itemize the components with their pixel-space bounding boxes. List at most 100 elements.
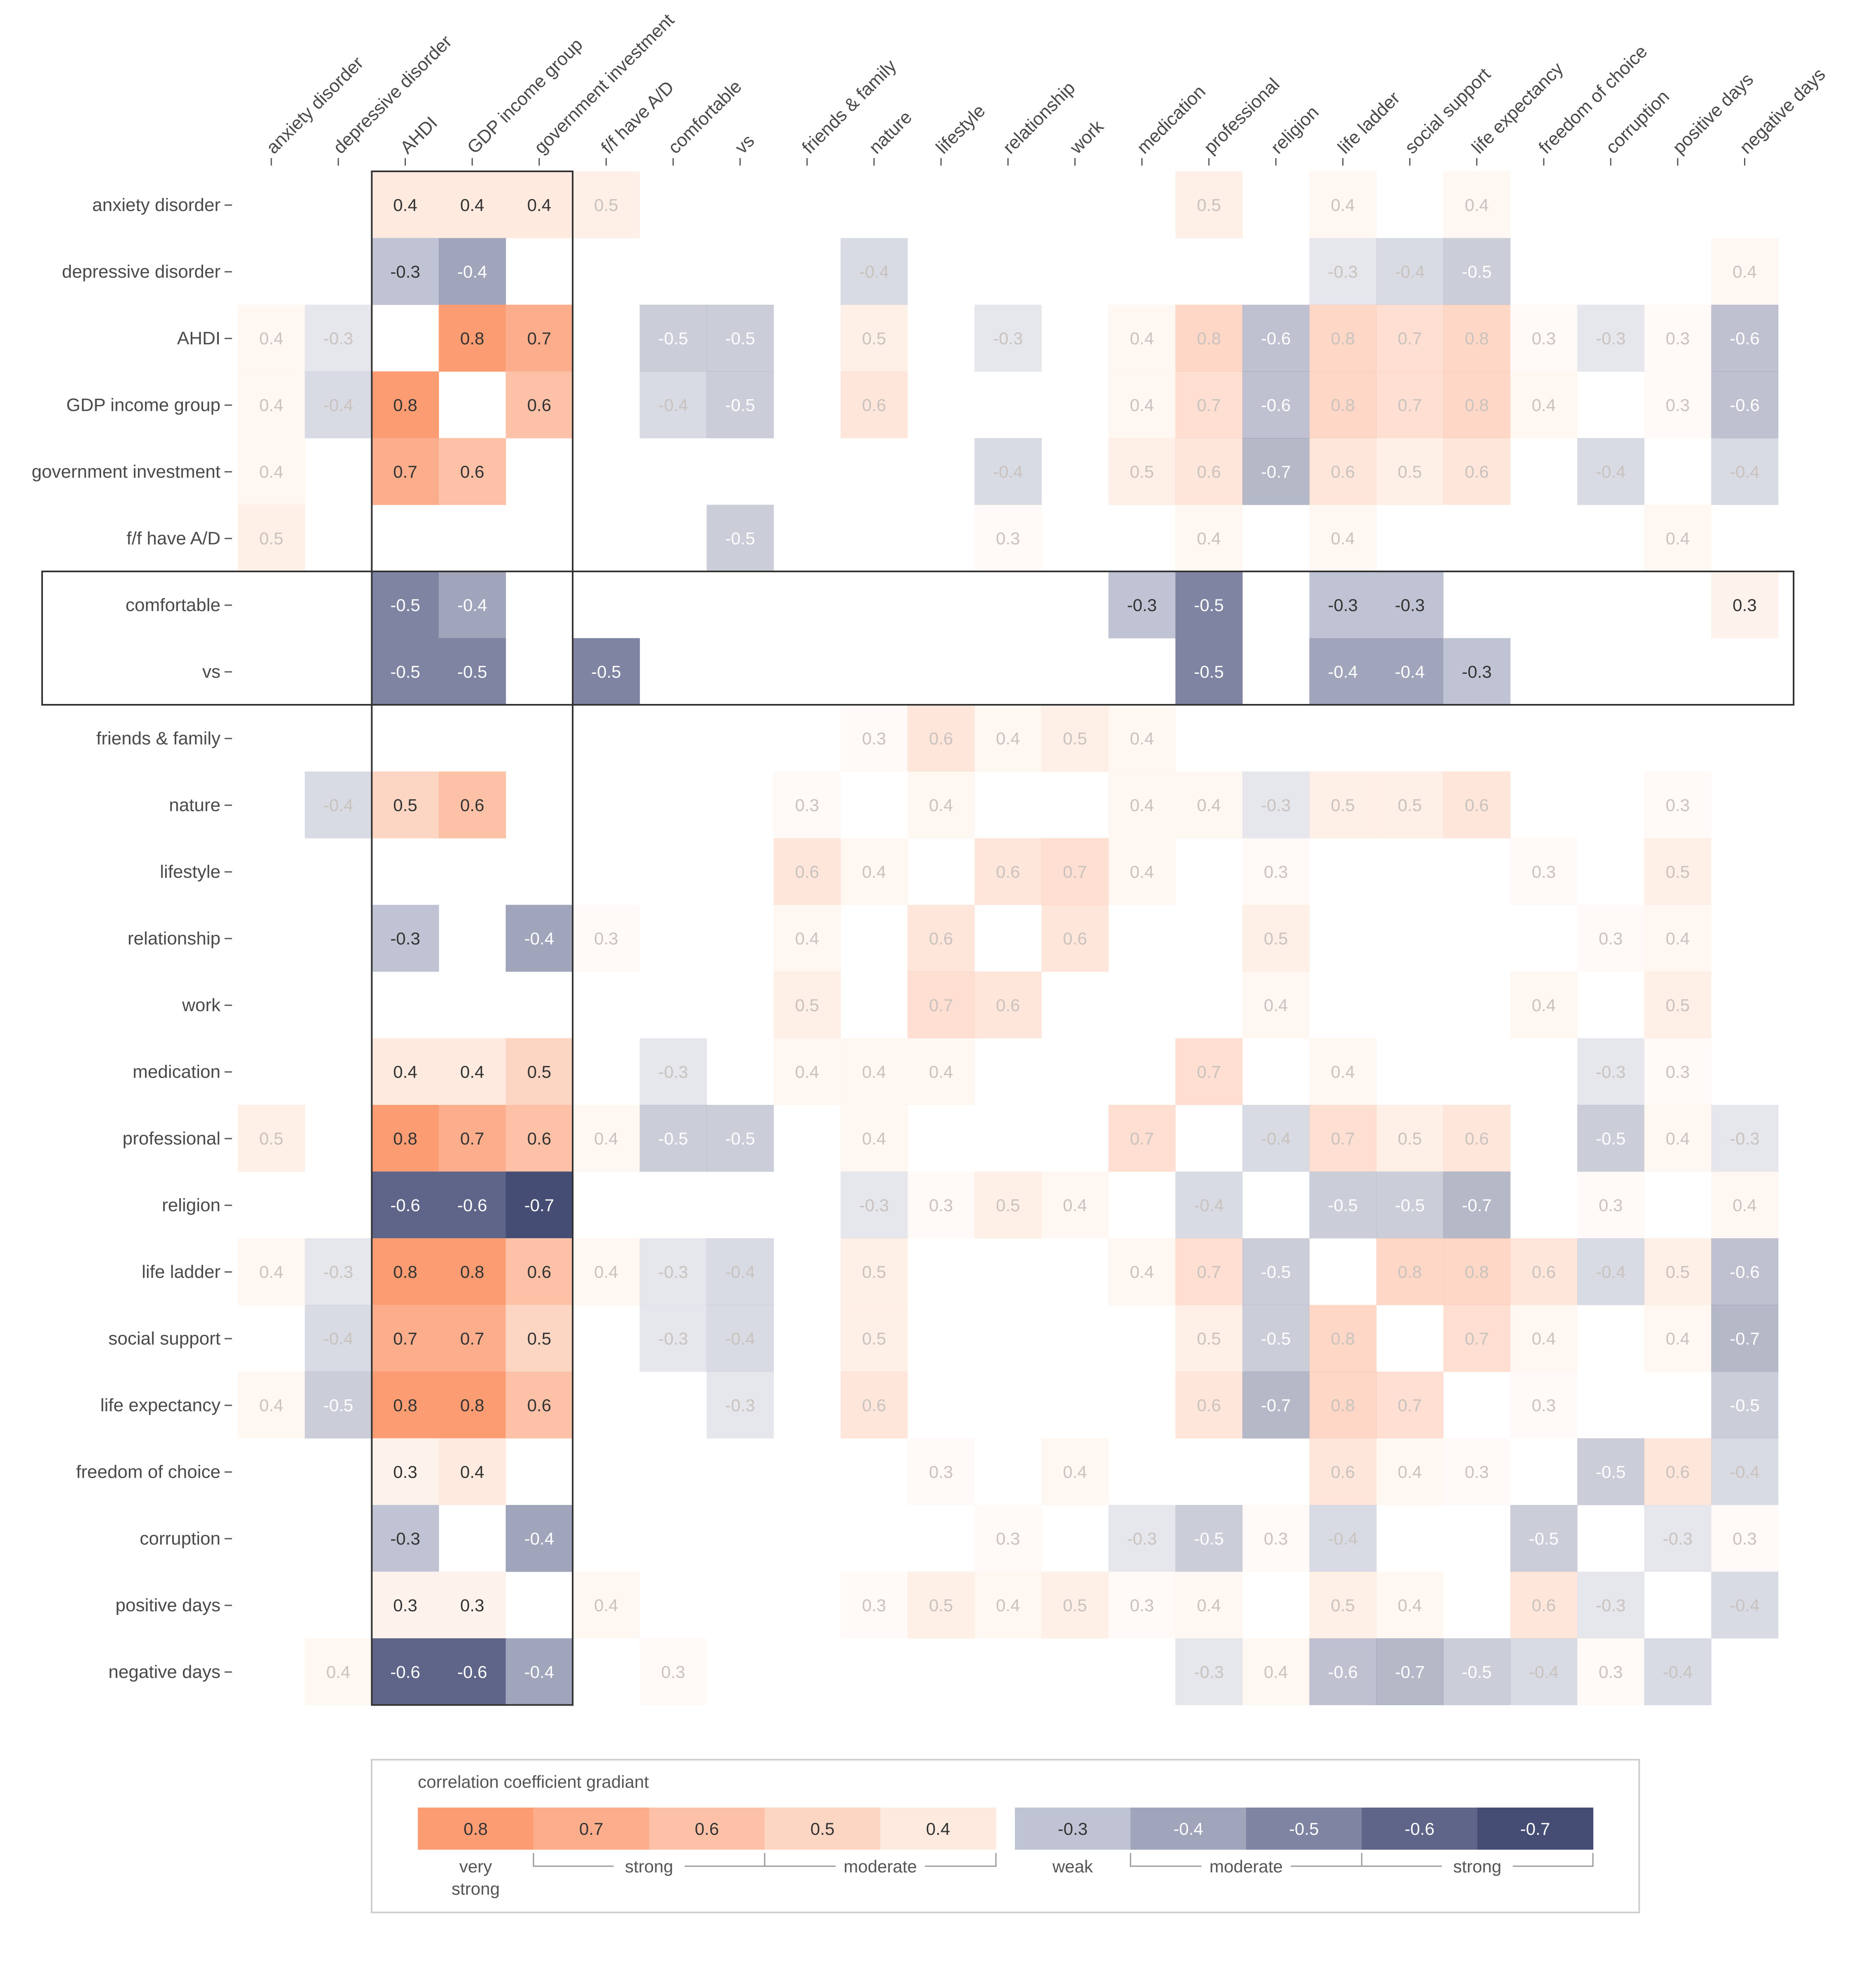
heatmap-cell [1443, 1171, 1511, 1239]
cell-value-label: 0.8 [1331, 395, 1355, 415]
heatmap-cell [840, 305, 908, 372]
heatmap-cell [1242, 1105, 1310, 1172]
heatmap-cell [1242, 1238, 1310, 1306]
heatmap-cell [1309, 1038, 1377, 1105]
cell-value-label: 0.4 [1666, 1329, 1690, 1348]
cell-value-label: -0.5 [390, 595, 420, 615]
heatmap-cell [1376, 1571, 1444, 1639]
heatmap-cell [1443, 1105, 1511, 1172]
cell-value-label: 0.6 [929, 929, 953, 948]
heatmap-cell [706, 1372, 774, 1439]
heatmap-cell [1175, 771, 1243, 839]
cell-value-label: 0.5 [862, 1329, 886, 1348]
cell-value-label: 0.5 [1398, 462, 1422, 481]
heatmap-cell [1108, 371, 1176, 438]
heatmap-cell [1242, 1638, 1310, 1706]
cell-value-label: -0.4 [1194, 1195, 1224, 1215]
cell-value-label: 0.6 [862, 395, 886, 415]
cell-value-label: 0.5 [929, 1595, 953, 1615]
cell-value-label: 0.4 [259, 1396, 283, 1415]
row-label-ahdi: AHDI [177, 328, 220, 348]
cell-value-label: -0.4 [1730, 1462, 1759, 1481]
cell-value-label: 0.6 [1465, 795, 1489, 815]
cell-value-label: 0.6 [795, 862, 819, 881]
legend-group-label: moderate [844, 1857, 917, 1876]
heatmap-cell [305, 1372, 372, 1439]
cell-value-label: 0.4 [259, 1262, 283, 1282]
heatmap-cell [1711, 571, 1779, 639]
heatmap-cell [1577, 1171, 1645, 1239]
cell-value-label: 0.6 [527, 395, 551, 415]
cell-value-label: 0.3 [1599, 929, 1623, 948]
cell-value-label: 0.4 [527, 195, 551, 215]
cell-value-label: 0.6 [1331, 462, 1355, 481]
cell-value-label: 0.4 [1532, 395, 1556, 415]
cell-value-label: 0.5 [1063, 1595, 1087, 1615]
cell-value-label: 0.5 [795, 995, 819, 1015]
cell-value-label: 0.3 [996, 528, 1020, 548]
heatmap-cell [1577, 305, 1645, 372]
cell-value-label: -0.3 [1127, 595, 1157, 615]
heatmap-cell [1577, 1105, 1645, 1172]
heatmap-cell [438, 571, 506, 639]
heatmap-cell [840, 838, 908, 905]
heatmap-cell [1376, 1238, 1444, 1306]
cell-value-label: 0.8 [1197, 329, 1221, 348]
cell-value-label: 0.5 [1264, 929, 1288, 948]
heatmap-cell [1510, 1372, 1578, 1439]
legend-group-label: moderate [1209, 1857, 1282, 1876]
cell-value-label: 0.7 [929, 995, 953, 1015]
cell-value-label: -0.4 [524, 1662, 554, 1682]
column-highlight-frame [371, 171, 574, 1706]
heatmap-cell [372, 1571, 439, 1639]
cell-value-label: 0.8 [393, 1262, 417, 1282]
legend-bracket [685, 1853, 765, 1867]
heatmap-cell [840, 238, 908, 305]
heatmap-cell [372, 1171, 439, 1239]
cell-value-label: -0.5 [725, 395, 755, 415]
heatmap-cell [1711, 438, 1779, 505]
heatmap-cell [438, 238, 506, 305]
heatmap-cell [1175, 1571, 1243, 1639]
cell-value-label: 0.7 [1197, 1262, 1221, 1282]
cell-value-label: -0.4 [1596, 1262, 1626, 1282]
heatmap-cell [438, 1571, 506, 1639]
cell-value-label: -0.4 [1261, 1129, 1291, 1148]
row-label-religion: religion [162, 1195, 220, 1215]
heatmap-cell [1711, 1505, 1779, 1572]
heatmap-cell [840, 1238, 908, 1306]
cell-value-label: 0.3 [1264, 1529, 1288, 1548]
column-label-vs: vs [731, 130, 758, 158]
cell-value-label: 0.4 [326, 1662, 350, 1682]
row-label-nature: nature [169, 795, 220, 815]
cell-value-label: -0.4 [1395, 662, 1424, 681]
row-label-relationship: relationship [128, 928, 220, 948]
heatmap-cell [573, 905, 640, 972]
heatmap-cell [438, 1105, 506, 1172]
cell-value-label: -0.3 [1328, 262, 1358, 281]
heatmap-cell [238, 438, 305, 505]
cell-value-label: -0.5 [390, 662, 420, 681]
heatmap-cell [1443, 1638, 1511, 1706]
cell-value-label: -0.3 [1596, 1062, 1626, 1081]
heatmap-cell [573, 1238, 640, 1306]
heatmap-cell [1175, 505, 1243, 572]
cell-value-label: -0.4 [725, 1262, 755, 1282]
heatmap-cell [1443, 1438, 1511, 1505]
cell-value-label: 0.4 [1130, 1262, 1154, 1282]
heatmap-cell [1309, 238, 1377, 305]
column-label-depressive-disorder: depressive disorder [329, 31, 456, 158]
heatmap-cell [706, 1238, 774, 1306]
cell-value-label: 0.4 [1130, 862, 1154, 881]
cell-value-label: -0.5 [1730, 1396, 1759, 1415]
heatmap-cell [438, 638, 506, 705]
cell-value-label: -0.5 [1596, 1129, 1626, 1148]
heatmap-cell [505, 1372, 573, 1439]
heatmap-cell [840, 1105, 908, 1172]
cell-value-label: 0.3 [1264, 862, 1288, 881]
heatmap-cell [238, 1372, 305, 1439]
heatmap-cell [1577, 1238, 1645, 1306]
cell-value-label: 0.8 [1331, 329, 1355, 348]
legend-bracket [1291, 1853, 1363, 1867]
